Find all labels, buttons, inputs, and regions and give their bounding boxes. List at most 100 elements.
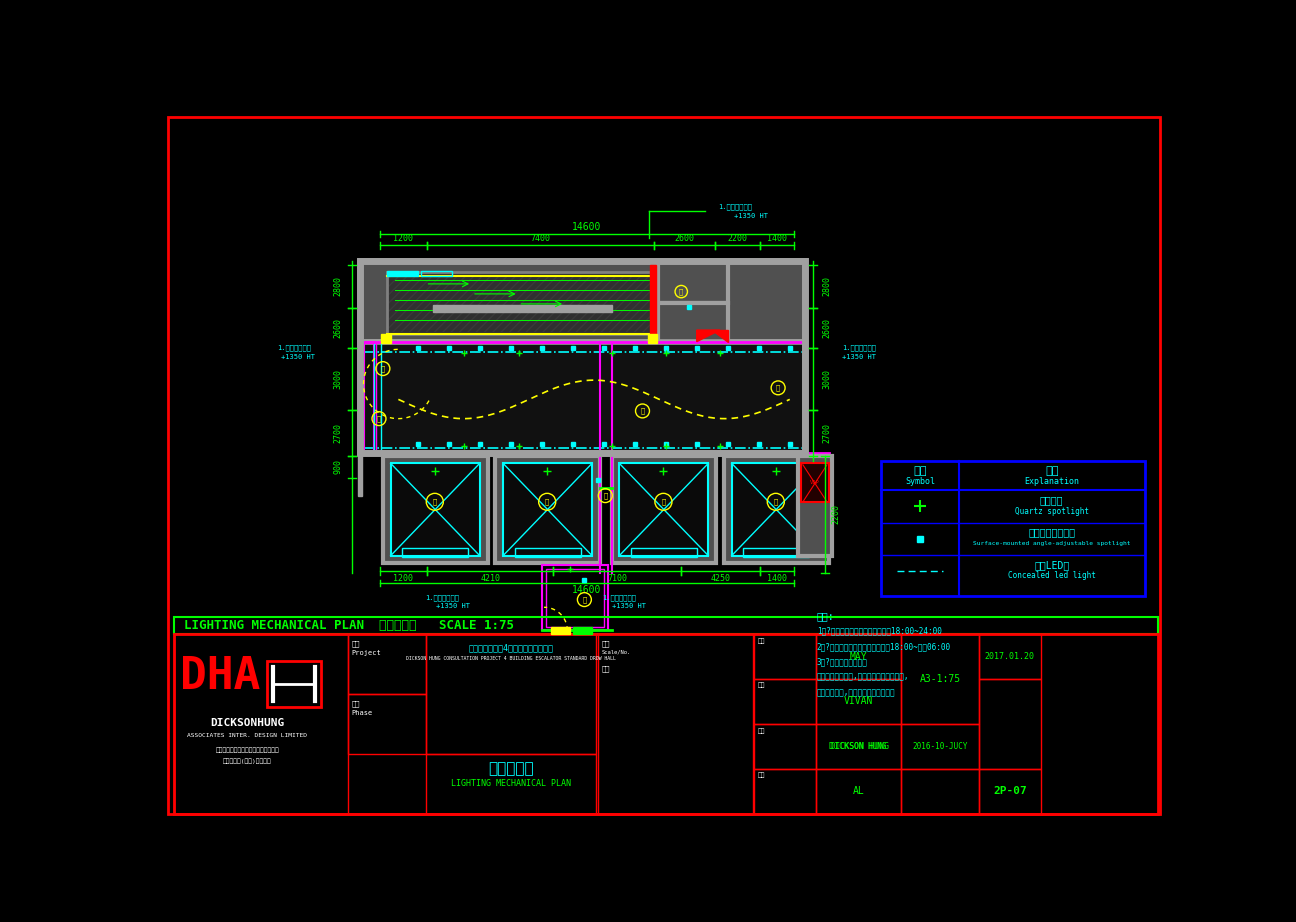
Bar	[542, 565, 608, 631]
Text: DICKSONHUNG: DICKSONHUNG	[210, 718, 284, 727]
Bar	[421, 271, 452, 277]
Text: 设计事务所(香港)有限公司: 设计事务所(香港)有限公司	[223, 759, 272, 764]
Bar	[349, 634, 425, 694]
Text: 2700: 2700	[333, 423, 342, 443]
Text: 尺度: 尺度	[601, 641, 610, 647]
Text: 2017.01.20: 2017.01.20	[985, 652, 1034, 661]
Bar	[754, 769, 816, 813]
Bar	[597, 634, 753, 814]
Text: ②: ②	[546, 499, 550, 505]
Text: 1.乃外军御凉格: 1.乃外军御凉格	[425, 594, 460, 600]
Text: 2800: 2800	[823, 277, 832, 296]
Bar	[359, 261, 805, 342]
Bar	[801, 463, 828, 502]
Text: 石英射灯: 石英射灯	[1039, 495, 1064, 505]
Text: 名称: 名称	[1045, 466, 1059, 476]
Bar	[754, 634, 816, 679]
Text: 备注:: 备注:	[816, 611, 835, 621]
Text: 4210: 4210	[481, 573, 500, 583]
Text: ②: ②	[433, 499, 437, 505]
Bar	[358, 342, 362, 496]
Bar	[816, 769, 901, 813]
Text: +1350 HT: +1350 HT	[612, 603, 647, 609]
Text: 2800: 2800	[333, 277, 342, 296]
Bar	[619, 463, 709, 556]
Bar	[612, 455, 717, 563]
Text: 1.乃外军御凉格: 1.乃外军御凉格	[277, 345, 311, 351]
Text: 图例: 图例	[914, 466, 927, 476]
Text: Scale/No.: Scale/No.	[601, 650, 631, 655]
Text: 图别: 图别	[353, 701, 360, 707]
Text: 1.乃外军御凉格: 1.乃外军御凉格	[718, 204, 753, 210]
Bar	[174, 634, 1157, 814]
Text: 7400: 7400	[530, 234, 551, 243]
Text: 2、?场情务必调用具主力（备班）18:00~次日06:00: 2、?场情务必调用具主力（备班）18:00~次日06:00	[816, 642, 951, 651]
Text: 照明走制图: 照明走制图	[487, 761, 534, 775]
Text: 2016-10-JUCY: 2016-10-JUCY	[912, 742, 968, 751]
Text: 1400: 1400	[767, 573, 787, 583]
Text: +1350 HT: +1350 HT	[281, 354, 315, 360]
Bar	[349, 694, 425, 754]
Bar	[978, 769, 1041, 813]
Bar	[978, 634, 1041, 679]
Text: 3000: 3000	[333, 369, 342, 389]
Text: Surface-mounted angle-adjustable spotlight: Surface-mounted angle-adjustable spotlig…	[973, 541, 1130, 546]
Text: DICKSON HUNG: DICKSON HUNG	[831, 742, 886, 751]
Bar	[754, 679, 816, 724]
Text: Project: Project	[353, 650, 381, 656]
Bar	[648, 334, 657, 343]
Text: 2600: 2600	[675, 234, 695, 243]
Text: 2200: 2200	[727, 234, 748, 243]
Text: Concealed led light: Concealed led light	[1008, 572, 1095, 580]
Bar	[359, 342, 805, 454]
Text: 备注: 备注	[601, 665, 610, 671]
Text: 1200: 1200	[394, 573, 413, 583]
Text: DHA: DHA	[180, 656, 260, 698]
Text: 校对: 校对	[758, 683, 766, 689]
Text: ②: ②	[582, 597, 587, 603]
Polygon shape	[697, 330, 721, 342]
Bar	[373, 342, 381, 454]
Bar	[754, 725, 816, 769]
Bar	[658, 261, 728, 303]
Text: Phase: Phase	[353, 710, 373, 715]
Text: Quartz spotlight: Quartz spotlight	[1015, 506, 1089, 515]
Text: 1400: 1400	[767, 234, 787, 243]
Text: MAY: MAY	[850, 652, 867, 662]
Bar	[901, 769, 978, 813]
Text: 3000: 3000	[823, 369, 832, 389]
Text: 暗藏LED灯: 暗藏LED灯	[1034, 560, 1069, 570]
Text: DICKSON HUNG: DICKSON HUNG	[828, 742, 889, 751]
Bar	[978, 679, 1041, 769]
Bar	[267, 661, 321, 707]
Text: ②: ②	[381, 365, 385, 372]
Text: 深圳市京基联合（国际）设计有限公司: 深圳市京基联合（国际）设计有限公司	[215, 747, 279, 752]
Text: ②: ②	[661, 499, 666, 505]
Bar	[425, 754, 596, 814]
Bar	[390, 463, 480, 556]
Bar	[386, 272, 658, 334]
Text: 深圳市京基国隅4栈住宅标准层电梯厅: 深圳市京基国隅4栈住宅标准层电梯厅	[468, 644, 553, 653]
Text: 2P-07: 2P-07	[993, 786, 1026, 797]
Bar	[174, 634, 349, 814]
Text: ①: ①	[776, 384, 780, 391]
Text: DICKSON HUNG CONSULTATION PROJECT 4 BUILDING ESCALATOR STANDARD DROW HALL: DICKSON HUNG CONSULTATION PROJECT 4 BUIL…	[406, 656, 616, 661]
Text: 14600: 14600	[572, 222, 601, 232]
Text: 2200: 2200	[831, 504, 840, 524]
Bar	[386, 271, 417, 277]
Bar	[901, 725, 978, 769]
Bar	[631, 548, 697, 557]
Text: 审核: 审核	[758, 773, 766, 778]
Polygon shape	[713, 330, 728, 342]
Bar	[359, 342, 373, 454]
Bar	[816, 679, 901, 724]
Bar	[551, 627, 570, 634]
Bar	[425, 634, 596, 754]
Text: 3、?场情必须保持商情: 3、?场情必须保持商情	[816, 657, 868, 667]
Text: 2600: 2600	[333, 318, 342, 337]
Bar	[433, 304, 612, 313]
Text: 注：场际供养参考,具体询有专业电气设计,: 注：场际供养参考,具体询有专业电气设计,	[816, 673, 910, 681]
Text: ②: ②	[679, 289, 683, 295]
Bar	[901, 634, 978, 725]
Text: 4250: 4250	[710, 573, 731, 583]
